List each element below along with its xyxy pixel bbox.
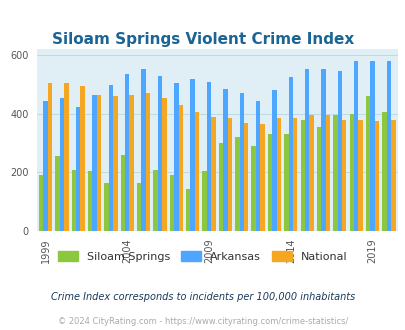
Bar: [272, 90, 276, 231]
Bar: [55, 156, 60, 231]
Bar: [153, 170, 158, 231]
Bar: [174, 83, 178, 231]
Bar: [141, 69, 145, 231]
Bar: [169, 175, 174, 231]
Bar: [309, 115, 313, 231]
Bar: [211, 117, 215, 231]
Bar: [300, 120, 304, 231]
Bar: [125, 74, 129, 231]
Bar: [39, 175, 43, 231]
Bar: [382, 113, 386, 231]
Text: Crime Index corresponds to incidents per 100,000 inhabitants: Crime Index corresponds to incidents per…: [51, 292, 354, 302]
Bar: [120, 155, 125, 231]
Bar: [109, 84, 113, 231]
Bar: [304, 69, 309, 231]
Bar: [239, 93, 243, 231]
Bar: [162, 98, 166, 231]
Bar: [251, 146, 255, 231]
Bar: [129, 95, 134, 231]
Bar: [104, 183, 109, 231]
Text: Siloam Springs Violent Crime Index: Siloam Springs Violent Crime Index: [52, 32, 353, 47]
Bar: [255, 101, 260, 231]
Bar: [333, 115, 337, 231]
Bar: [190, 79, 194, 231]
Bar: [365, 96, 369, 231]
Bar: [64, 83, 68, 231]
Bar: [234, 137, 239, 231]
Bar: [92, 95, 96, 231]
Bar: [284, 134, 288, 231]
Bar: [349, 114, 353, 231]
Bar: [292, 118, 297, 231]
Text: © 2024 CityRating.com - https://www.cityrating.com/crime-statistics/: © 2024 CityRating.com - https://www.city…: [58, 317, 347, 326]
Bar: [260, 124, 264, 231]
Legend: Siloam Springs, Arkansas, National: Siloam Springs, Arkansas, National: [53, 247, 352, 267]
Bar: [178, 105, 183, 231]
Bar: [76, 107, 80, 231]
Bar: [390, 120, 394, 231]
Bar: [48, 83, 52, 231]
Bar: [325, 115, 329, 231]
Bar: [316, 127, 320, 231]
Bar: [337, 72, 341, 231]
Bar: [374, 121, 378, 231]
Bar: [223, 89, 227, 231]
Bar: [185, 188, 190, 231]
Bar: [88, 171, 92, 231]
Bar: [243, 123, 248, 231]
Bar: [386, 61, 390, 231]
Bar: [158, 76, 162, 231]
Bar: [206, 82, 211, 231]
Bar: [145, 93, 150, 231]
Bar: [194, 113, 199, 231]
Bar: [267, 134, 272, 231]
Bar: [353, 61, 358, 231]
Bar: [358, 120, 362, 231]
Bar: [227, 118, 231, 231]
Bar: [369, 61, 374, 231]
Bar: [71, 170, 76, 231]
Bar: [113, 96, 117, 231]
Bar: [202, 171, 206, 231]
Bar: [288, 77, 292, 231]
Bar: [320, 69, 325, 231]
Bar: [60, 98, 64, 231]
Bar: [96, 95, 101, 231]
Bar: [276, 118, 280, 231]
Bar: [43, 101, 48, 231]
Bar: [341, 120, 345, 231]
Bar: [218, 143, 223, 231]
Bar: [80, 86, 85, 231]
Bar: [136, 183, 141, 231]
